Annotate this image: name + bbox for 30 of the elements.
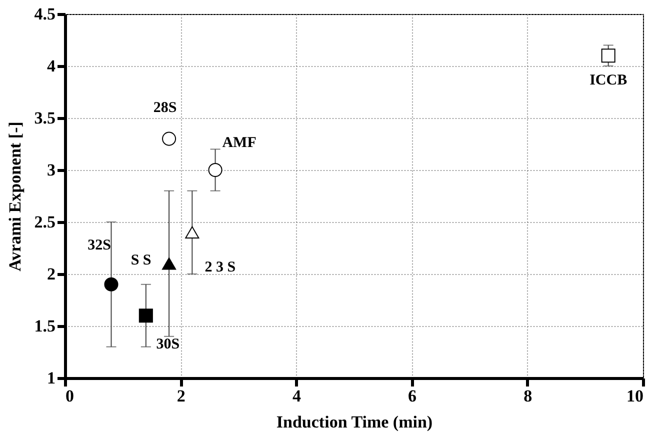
x-axis-title: Induction Time (min) — [276, 412, 433, 432]
series-label: 32S — [88, 237, 111, 254]
x-tick-label: 4 — [292, 386, 302, 406]
point — [104, 277, 118, 292]
y-tick-label: 1.5 — [34, 316, 56, 336]
series-label: ICCB — [590, 72, 628, 89]
y-tick-label: 4 — [47, 56, 56, 76]
x-tick-label: 8 — [524, 386, 532, 406]
x-tick-label: 10 — [626, 386, 644, 406]
y-tick-label: 1 — [47, 368, 56, 388]
point — [208, 162, 222, 178]
point — [162, 132, 176, 146]
y-tick-label: 2 — [47, 264, 56, 284]
point — [162, 257, 176, 270]
point — [601, 48, 616, 63]
y-tick-label: 2.5 — [34, 212, 56, 232]
x-tick-label: 6 — [408, 386, 417, 406]
series-label: 28S — [153, 100, 177, 116]
series-label: 30S — [156, 336, 180, 353]
point — [185, 226, 200, 239]
series-label: S S — [130, 252, 152, 269]
series-label: AMF — [222, 135, 256, 151]
x-tick-label: 2 — [176, 386, 186, 406]
x-tick-label: 0 — [66, 386, 74, 406]
y-tick-label: 3.5 — [34, 108, 56, 128]
y-tick-label: 3 — [47, 160, 56, 180]
point — [138, 308, 153, 323]
y-tick-label: 4.5 — [34, 4, 56, 24]
series-label: 2 3 S — [204, 259, 236, 276]
y-axis-title: Avrami Exponent [-] — [5, 122, 24, 272]
